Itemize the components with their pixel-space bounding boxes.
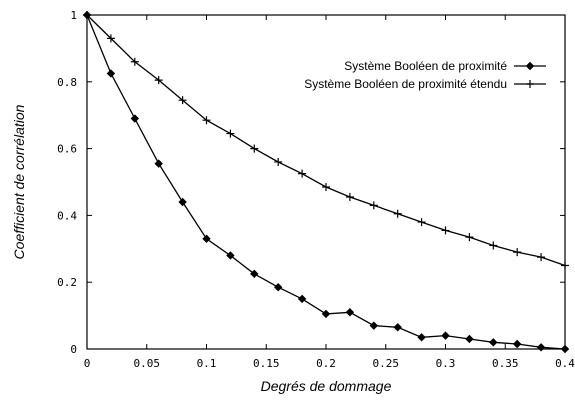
x-tick-label: 0.15: [253, 357, 280, 370]
series-point: [345, 308, 355, 317]
series-point: [106, 34, 115, 43]
series-point: [321, 309, 331, 319]
legend-marker: [525, 61, 535, 71]
x-tick-label: 0.35: [492, 357, 519, 370]
legend-label: Système Booléen de proximité étendu: [304, 77, 507, 91]
series-point: [298, 169, 307, 178]
series-point: [417, 333, 426, 342]
y-tick-label: 0.6: [57, 143, 77, 156]
series-point: [154, 76, 163, 85]
series-point: [178, 96, 187, 105]
series-point: [536, 343, 546, 352]
series-point: [512, 339, 522, 349]
x-tick-label: 0.4: [555, 357, 575, 370]
series-point: [130, 57, 139, 66]
x-tick-label: 0.05: [134, 357, 161, 370]
series-point: [178, 197, 187, 207]
series-point: [226, 251, 235, 260]
y-axis-ticks: 0 0.2 0.4 0.6 0.8 1: [57, 9, 565, 356]
series-point: [273, 283, 283, 292]
x-axis-label: Degrés de dommage: [261, 378, 392, 394]
legend-label: Système Booléen de proximité: [344, 59, 507, 73]
series-point: [441, 331, 450, 340]
y-axis-label: Coefficient de corrélation: [11, 104, 27, 259]
series-point: [561, 261, 569, 270]
series-point: [489, 241, 498, 250]
series-point: [369, 201, 378, 210]
x-tick-label: 0.2: [316, 357, 336, 370]
series-point: [83, 11, 91, 19]
series-point: [441, 226, 450, 235]
series-line: [86, 14, 566, 267]
series-point: [202, 116, 211, 125]
series-point: [226, 129, 235, 138]
series-point: [297, 294, 307, 304]
x-tick-label: 0.1: [197, 357, 217, 370]
series-point: [322, 183, 330, 192]
x-tick-label: 0.3: [436, 357, 456, 370]
y-tick-label: 0.2: [57, 276, 77, 289]
series-point: [345, 193, 354, 202]
series-point: [250, 144, 259, 153]
series-point: [106, 69, 116, 78]
legend: Système Booléen de proximité Système Bool…: [304, 59, 546, 91]
series-point: [489, 338, 498, 347]
series-point: [393, 209, 402, 218]
series-point: [274, 157, 283, 166]
series-point: [465, 334, 474, 344]
legend-marker: [526, 80, 534, 88]
series-point: [465, 233, 474, 242]
x-axis-ticks: 0 0.05 0.1 0.15 0.2 0.25 0.3 0.35 0.4: [84, 15, 575, 370]
y-tick-label: 0: [70, 343, 77, 356]
series-point: [393, 323, 402, 332]
y-tick-label: 0.8: [57, 76, 77, 89]
series-1: [82, 10, 570, 354]
series-point: [250, 269, 259, 279]
series-point: [130, 114, 140, 123]
y-tick-label: 1: [70, 9, 77, 22]
x-tick-label: 0: [84, 357, 91, 370]
series-point: [513, 248, 522, 257]
series-layer: [82, 10, 570, 354]
series-point: [369, 321, 379, 330]
series-point: [154, 159, 163, 168]
series-point: [560, 344, 570, 354]
y-tick-label: 0.4: [57, 209, 77, 222]
series-point: [417, 218, 426, 227]
series-point: [537, 253, 546, 262]
series-2: [83, 11, 569, 270]
series-point: [202, 234, 211, 243]
x-tick-label: 0.25: [373, 357, 400, 370]
